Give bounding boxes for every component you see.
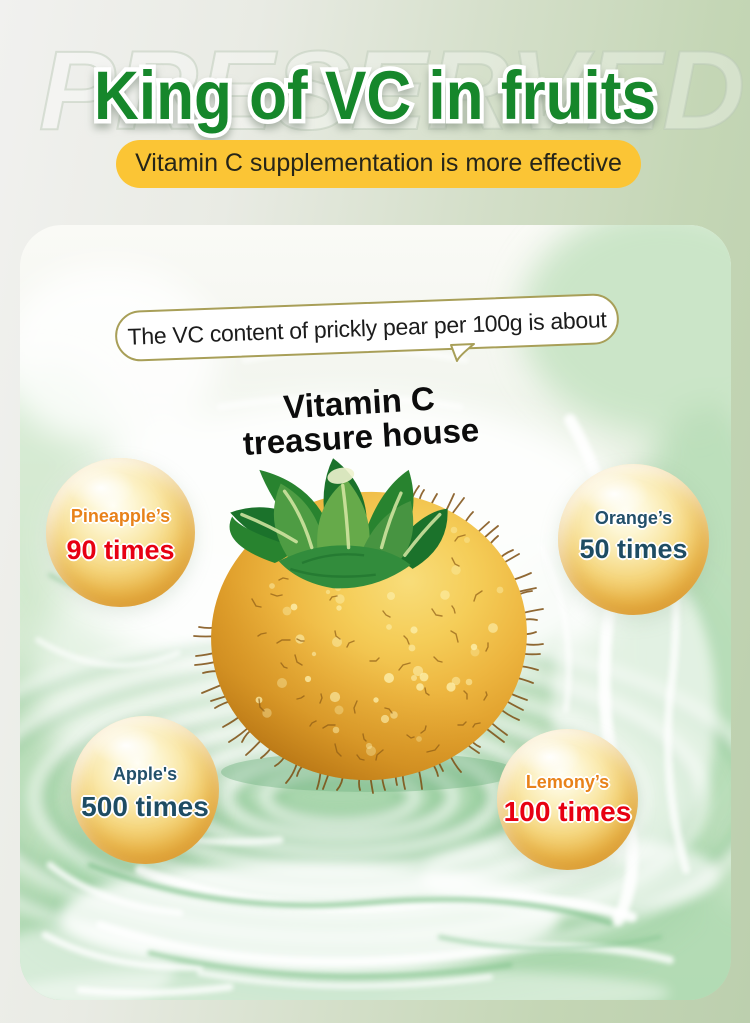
svg-text:PRESERVED: PRESERVED — [39, 28, 745, 153]
svg-text:King of VC in fruits: King of VC in fruits — [94, 57, 656, 134]
